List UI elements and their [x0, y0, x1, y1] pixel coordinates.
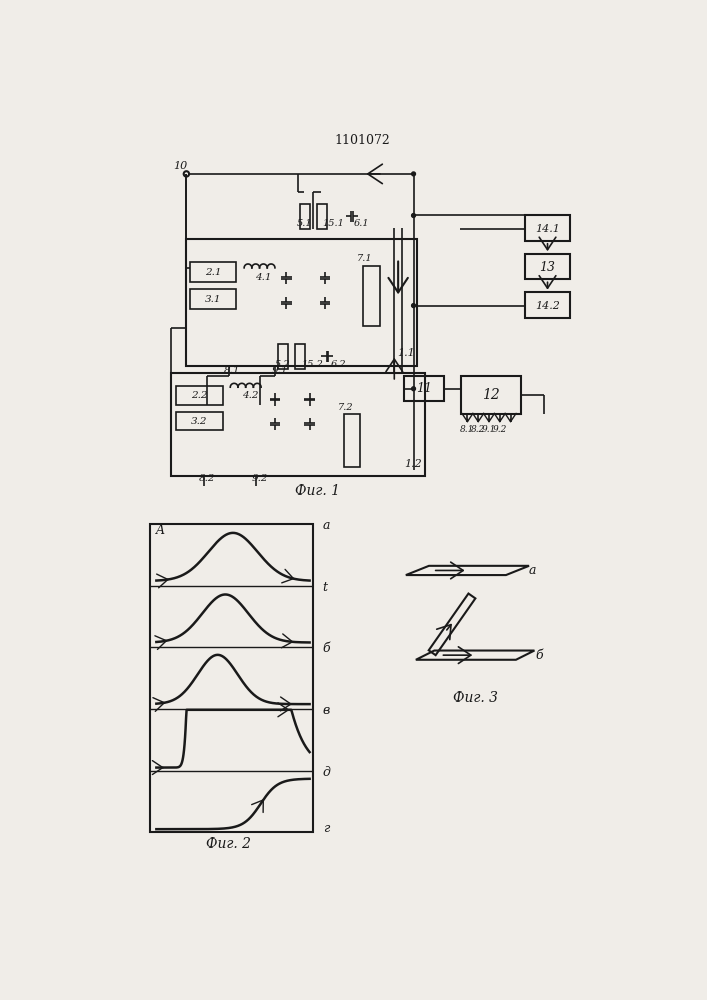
- Text: 2.1: 2.1: [205, 268, 221, 277]
- Text: 5.1: 5.1: [296, 219, 312, 228]
- Bar: [525, 215, 570, 241]
- Text: г: г: [322, 822, 329, 835]
- Text: 15.1: 15.1: [322, 219, 344, 228]
- Text: 5.2: 5.2: [275, 360, 291, 369]
- Text: Фиг. 1: Фиг. 1: [295, 484, 340, 498]
- Text: 1.2: 1.2: [404, 459, 422, 469]
- Text: 8.2: 8.2: [199, 474, 216, 483]
- Bar: [404, 376, 444, 401]
- Text: 9.2: 9.2: [251, 474, 268, 483]
- Text: а: а: [529, 564, 537, 577]
- Text: A: A: [156, 524, 165, 537]
- Circle shape: [411, 304, 416, 307]
- Text: 9.1: 9.1: [272, 366, 288, 375]
- Text: 8.1: 8.1: [460, 425, 474, 434]
- Text: 14.2: 14.2: [535, 301, 560, 311]
- Bar: [176, 412, 223, 430]
- Bar: [317, 204, 327, 229]
- Text: 3.1: 3.1: [205, 295, 221, 304]
- Text: в: в: [322, 704, 330, 717]
- Bar: [190, 289, 236, 309]
- Text: 8.2: 8.2: [471, 425, 486, 434]
- Bar: [190, 262, 236, 282]
- Text: 10: 10: [173, 161, 187, 171]
- Text: 1.1: 1.1: [397, 348, 415, 358]
- Text: б: б: [535, 649, 543, 662]
- Text: б: б: [322, 642, 330, 655]
- Bar: [187, 239, 417, 366]
- Text: 7.2: 7.2: [338, 403, 354, 412]
- Bar: [344, 414, 360, 466]
- Bar: [363, 266, 380, 326]
- Text: 7.1: 7.1: [357, 254, 373, 263]
- Bar: [461, 376, 521, 414]
- Bar: [295, 344, 305, 369]
- Text: д: д: [322, 766, 331, 779]
- Circle shape: [411, 214, 416, 217]
- Bar: [278, 344, 288, 369]
- Text: 9.1: 9.1: [481, 425, 496, 434]
- Text: 6.1: 6.1: [354, 219, 370, 228]
- Bar: [176, 386, 223, 405]
- Text: 8.1: 8.1: [224, 366, 241, 375]
- Text: 1101072: 1101072: [334, 134, 390, 147]
- Text: 3.2: 3.2: [191, 417, 208, 426]
- Text: 4.2: 4.2: [242, 391, 259, 400]
- Text: Фиг. 3: Фиг. 3: [452, 690, 498, 704]
- Text: t: t: [322, 581, 327, 594]
- Bar: [300, 204, 310, 229]
- Text: 9.2: 9.2: [493, 425, 507, 434]
- Circle shape: [411, 172, 416, 176]
- Text: 2.2: 2.2: [191, 391, 208, 400]
- Bar: [525, 254, 570, 279]
- Text: 6.2: 6.2: [330, 360, 346, 369]
- Text: 4.1: 4.1: [255, 273, 271, 282]
- Bar: [171, 373, 425, 476]
- Text: Фиг. 2: Фиг. 2: [206, 837, 251, 851]
- Bar: [525, 292, 570, 318]
- Circle shape: [411, 387, 416, 391]
- Text: 11: 11: [416, 382, 432, 395]
- Text: а: а: [322, 519, 330, 532]
- Text: 15.2: 15.2: [302, 360, 324, 369]
- Text: 12: 12: [482, 388, 500, 402]
- Text: 14.1: 14.1: [535, 224, 560, 234]
- Bar: [150, 524, 313, 832]
- Text: 13: 13: [539, 261, 556, 274]
